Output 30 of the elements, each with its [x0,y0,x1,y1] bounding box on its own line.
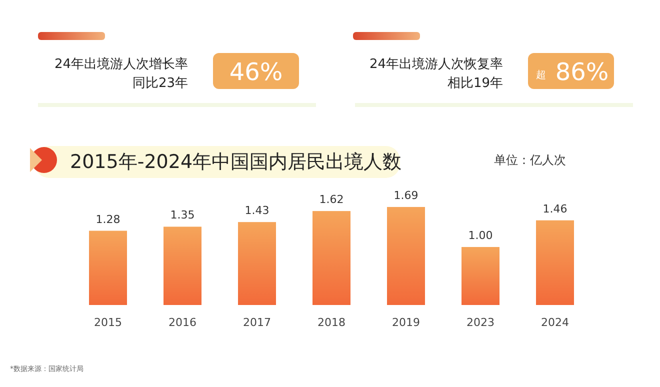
text: 超 [536,69,546,81]
x-tick-label: 2018 [318,316,346,329]
data-label: 1.43 [244,204,270,218]
text: 24年出境游人次增长率 [54,56,188,72]
data-label: 1.62 [319,193,344,206]
text: 同比23年 [132,76,188,91]
bar [536,220,574,305]
data-label: 1.28 [96,212,120,226]
text: 相比19年 [447,76,503,91]
data-label: 1.00 [468,229,493,242]
x-tick-label: 2024 [541,316,569,329]
bar [89,230,127,305]
bar [164,226,202,305]
text: 24年出境游人次恢复率 [369,56,503,72]
chart-title: 2015年-2024年中国国内居民出境人数 [70,151,402,173]
x-tick-label: 2023 [466,316,494,329]
data-label: 1.46 [542,202,568,216]
bar [238,222,276,305]
bar [312,211,350,305]
x-tick-label: 2015 [94,316,122,329]
bar [462,247,500,305]
text: 46% [229,58,283,86]
x-tick-label: 2019 [392,316,420,329]
x-tick-label: 2017 [243,316,271,329]
chart-subtitle: 单位：亿人次 [494,153,566,167]
data-label: 1.35 [170,208,195,222]
x-tick-label: 2016 [168,316,196,329]
bar [387,206,425,305]
data-label: 1.69 [394,188,418,202]
text: 86% [555,58,609,86]
